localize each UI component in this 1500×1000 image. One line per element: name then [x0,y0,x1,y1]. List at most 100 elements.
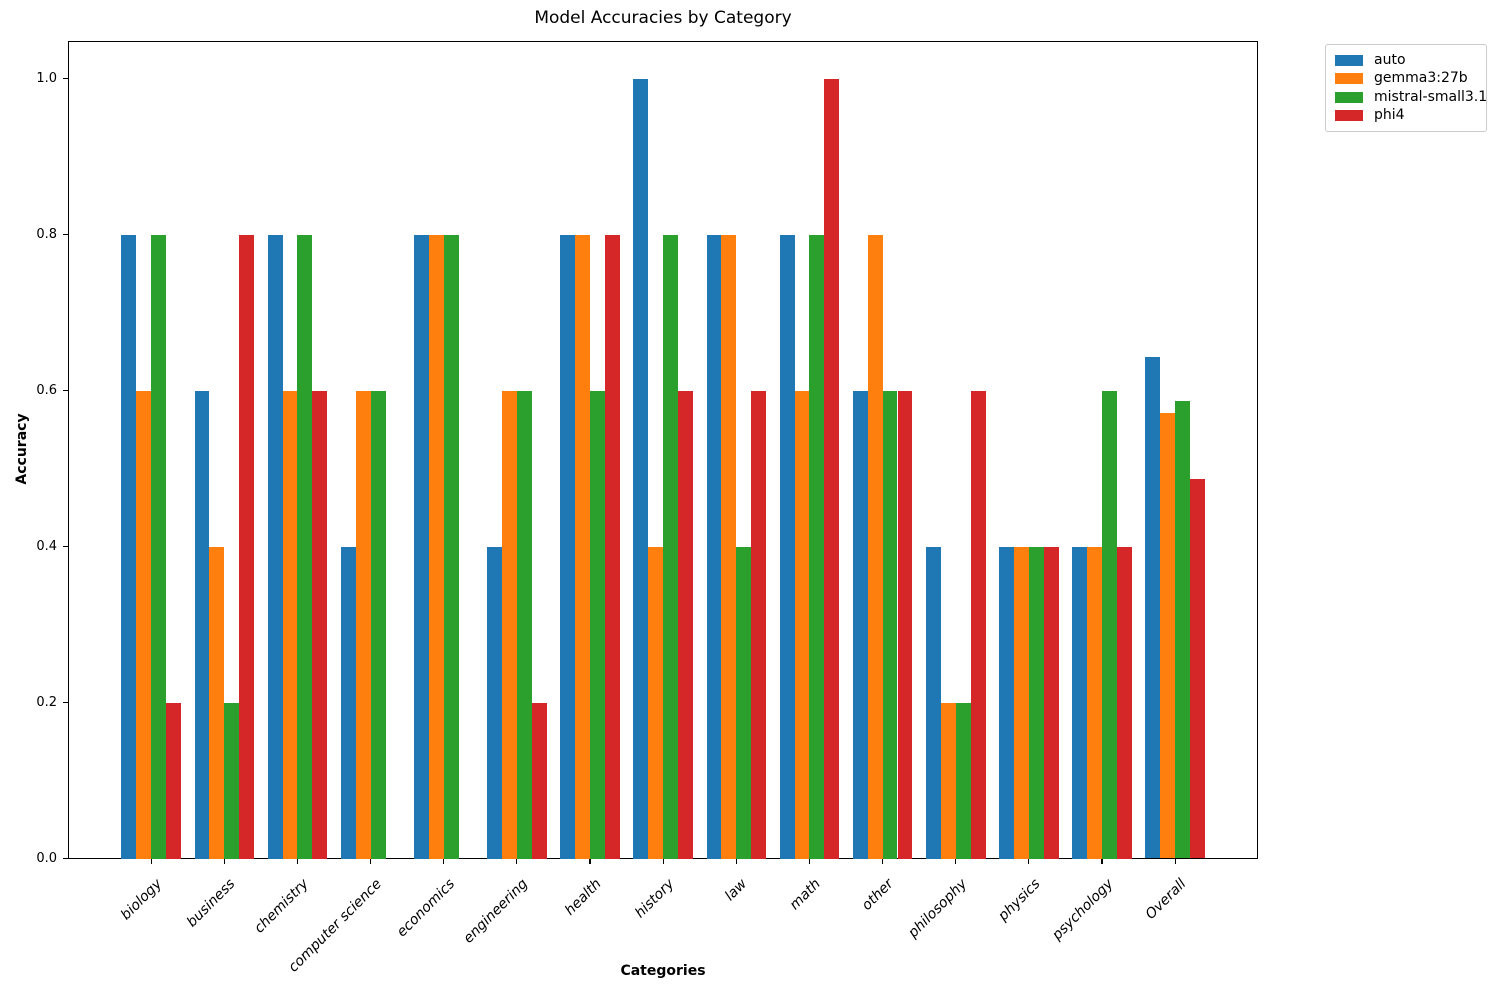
bar-history-mistral-small3-1 [663,234,679,859]
bar-biology-phi4 [166,702,181,859]
bar-math-auto [779,234,795,859]
bar-philosophy-mistral-small3-1 [955,702,971,859]
bar-business-mistral-small3-1 [224,702,240,859]
bar-other-gemma3-27b [867,234,883,859]
y-tick-label-0.0: 0.0 [36,850,57,866]
bar-business-gemma3-27b [209,546,225,859]
y-tick-mark-0.8 [63,233,68,236]
bar-economics-gemma3-27b [428,234,444,859]
x-tick-label-business: business [184,876,239,931]
x-tick-mark-philosophy [955,858,957,864]
legend-label-auto: auto [1374,52,1406,68]
legend: auto gemma3:27b mistral-small3.1 phi4 [1325,44,1487,132]
x-tick-label-engineering: engineering [460,876,532,947]
bar-chemistry-auto [267,234,283,859]
y-tick-label-0.2: 0.2 [36,694,57,710]
bar-philosophy-phi4 [970,390,986,859]
legend-swatch-gemma3-27b [1335,73,1363,85]
legend-entry-auto: auto [1335,52,1477,69]
bar-history-auto [633,78,649,859]
legend-entry-mistral-small3-1: mistral-small3.1 [1335,89,1487,106]
x-tick-label-other: other [859,876,897,914]
y-tick-mark-0.0 [63,857,68,860]
bar-psychology-mistral-small3-1 [1102,390,1117,859]
bar-engineering-mistral-small3-1 [516,390,532,859]
bar-computer-science-gemma3-27b [355,390,371,859]
bar-health-gemma3-27b [575,234,591,859]
legend-swatch-auto [1335,55,1363,66]
bar-biology-mistral-small3-1 [151,234,167,859]
x-tick-label-math: math [786,876,824,914]
bar-physics-gemma3-27b [1013,546,1029,859]
legend-entry-gemma3-27b: gemma3:27b [1335,70,1477,87]
x-tick-label-overall: Overall [1142,876,1190,923]
y-tick-label-0.6: 0.6 [36,382,57,398]
bar-chemistry-mistral-small3-1 [297,234,313,859]
x-tick-mark-physics [1028,858,1030,864]
x-tick-mark-history [662,858,664,864]
y-tick-mark-0.6 [63,389,68,392]
bar-history-gemma3-27b [648,546,664,859]
bar-overall-phi4 [1190,479,1205,859]
x-tick-label-economics: economics [393,876,459,941]
bar-biology-gemma3-27b [136,390,152,859]
bar-physics-auto [999,546,1014,859]
legend-entry-phi4: phi4 [1335,107,1477,124]
y-tick-mark-0.2 [63,701,68,704]
x-tick-label-biology: biology [118,876,166,924]
bar-engineering-phi4 [531,702,547,859]
bar-other-mistral-small3-1 [882,390,898,859]
bar-health-mistral-small3-1 [590,390,605,859]
bar-engineering-auto [487,546,502,859]
chart-title: Model Accuracies by Category [534,8,792,28]
bar-history-phi4 [678,390,693,859]
x-tick-label-law: law [722,876,751,905]
bar-math-gemma3-27b [794,390,810,859]
bar-law-gemma3-27b [721,234,737,859]
y-axis-label: Accuracy [14,413,30,485]
x-tick-mark-law [735,858,737,864]
x-tick-mark-biology [150,858,152,864]
x-tick-mark-computer-science [370,858,372,864]
x-tick-label-chemistry: chemistry [251,876,312,937]
bar-economics-mistral-small3-1 [443,234,459,859]
x-tick-label-philosophy: philosophy [904,876,971,942]
x-axis-label: Categories [620,963,706,979]
legend-swatch-phi4 [1335,109,1363,121]
x-tick-mark-health [589,858,591,864]
bar-philosophy-gemma3-27b [940,702,956,859]
bar-other-phi4 [897,390,913,859]
x-tick-mark-engineering [516,858,518,864]
legend-label-phi4: phi4 [1374,106,1405,123]
x-tick-mark-overall [1174,858,1176,864]
bar-computer-science-auto [340,546,356,859]
bar-overall-mistral-small3-1 [1175,401,1191,859]
bar-philosophy-auto [925,546,941,859]
bar-physics-mistral-small3-1 [1028,546,1044,859]
x-tick-mark-business [223,858,225,864]
y-tick-mark-0.4 [63,545,68,548]
x-tick-label-history: history [632,876,678,922]
bar-law-phi4 [751,390,767,859]
legend-label-mistral-small3-1: mistral-small3.1 [1374,88,1488,105]
x-tick-label-health: health [561,876,605,919]
x-tick-mark-chemistry [296,858,299,864]
bar-math-mistral-small3-1 [809,234,825,859]
y-tick-mark-1.0 [63,77,68,80]
bar-business-phi4 [239,234,255,859]
bar-overall-gemma3-27b [1160,413,1176,859]
bar-chemistry-gemma3-27b [282,390,298,859]
legend-label-gemma3-27b: gemma3:27b [1374,70,1468,87]
bar-business-auto [194,390,210,859]
bar-engineering-gemma3-27b [502,390,517,859]
bar-chemistry-phi4 [312,390,328,859]
bar-computer-science-mistral-small3-1 [370,390,386,859]
bar-physics-phi4 [1043,546,1059,859]
x-tick-mark-other [882,858,884,864]
bar-law-mistral-small3-1 [736,546,752,859]
bar-psychology-auto [1072,546,1088,859]
bar-health-auto [560,234,576,859]
x-tick-mark-psychology [1101,858,1103,864]
bar-health-phi4 [604,234,620,859]
